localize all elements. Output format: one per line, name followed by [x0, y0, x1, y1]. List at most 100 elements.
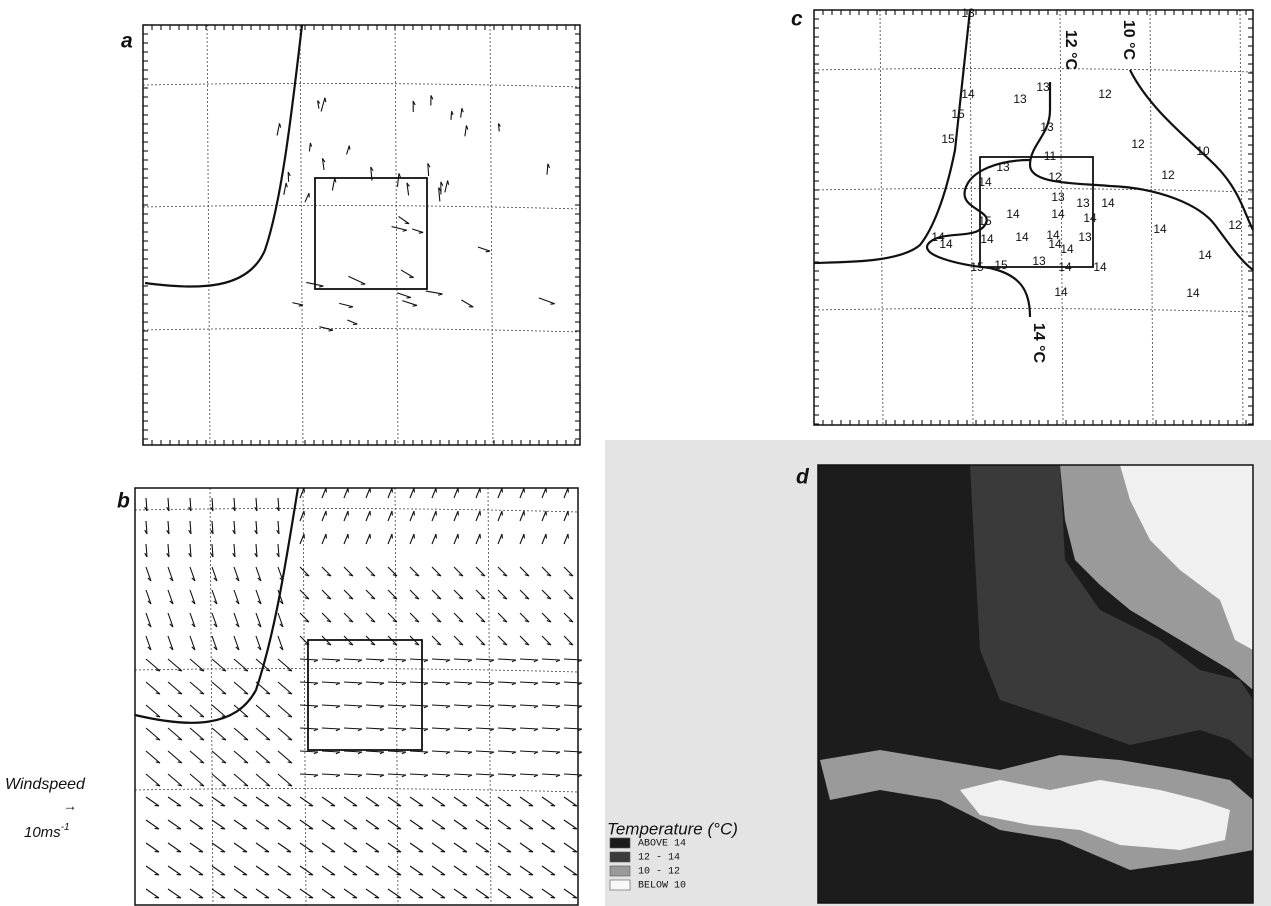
wind-arrow	[146, 889, 159, 898]
grid-line	[490, 25, 493, 445]
wind-arrow	[234, 636, 239, 650]
wind-arrow	[476, 613, 485, 622]
wind-arrow	[520, 511, 524, 521]
wind-arrow	[234, 728, 248, 740]
wind-arrow	[366, 820, 379, 829]
panel-label: c	[791, 8, 803, 31]
wind-arrow	[322, 590, 331, 599]
wind-arrow	[498, 488, 502, 498]
wind-arrow	[432, 488, 436, 498]
wind-arrow	[564, 488, 568, 498]
wind-arrow	[366, 659, 384, 662]
wind-arrow	[344, 659, 362, 662]
wind-arrow	[305, 193, 309, 202]
wind-arrow	[476, 705, 494, 708]
wind-arrow	[168, 820, 181, 829]
wind-arrow	[388, 659, 406, 662]
wind-arrow	[319, 327, 333, 331]
legend-unit: 10ms-1	[24, 822, 70, 841]
contour-value: 13	[1013, 92, 1027, 106]
wind-arrow	[454, 705, 472, 708]
wind-arrow	[388, 843, 401, 852]
contour-value: 14	[1058, 260, 1072, 274]
wind-arrow	[344, 751, 362, 754]
grid-line	[880, 10, 883, 425]
wind-arrow	[476, 682, 494, 685]
wind-arrow	[432, 705, 450, 708]
wind-arrow	[564, 866, 577, 875]
wind-arrow	[454, 511, 458, 521]
contour-label: 10 °C	[1120, 20, 1137, 61]
wind-arrow	[476, 534, 480, 544]
wind-arrow	[168, 774, 182, 786]
wind-arrow	[212, 843, 225, 852]
wind-arrow	[255, 498, 257, 511]
wind-arrow	[431, 95, 433, 105]
wind-arrow	[498, 613, 507, 622]
legend-swatch	[610, 880, 630, 890]
contour-label: 12 °C	[1062, 30, 1079, 71]
wind-arrow	[476, 820, 489, 829]
legend-title: Windspeed	[5, 776, 86, 793]
wind-arrow	[366, 728, 384, 731]
isotherm	[135, 488, 298, 723]
wind-arrow	[146, 705, 160, 717]
wind-arrow	[146, 567, 151, 581]
wind-arrow	[476, 728, 494, 731]
contour-value: 14	[978, 175, 992, 189]
wind-arrow	[410, 728, 428, 731]
wind-arrow	[542, 534, 546, 544]
wind-arrow	[432, 659, 450, 662]
wind-arrow	[168, 751, 182, 763]
wind-arrow	[498, 866, 511, 875]
wind-arrow	[234, 820, 247, 829]
wind-arrow	[168, 843, 181, 852]
wind-arrow	[344, 682, 362, 685]
wind-arrow	[454, 567, 463, 576]
wind-arrow	[234, 590, 239, 604]
wind-arrow	[410, 751, 428, 754]
wind-arrow	[542, 511, 546, 521]
wind-arrow	[441, 182, 443, 195]
wind-arrow	[234, 751, 248, 763]
wind-arrow	[498, 820, 511, 829]
wind-arrow	[145, 498, 147, 511]
wind-arrow	[278, 774, 292, 786]
wind-arrow	[146, 613, 151, 627]
wind-arrow	[277, 498, 279, 511]
wind-arrow	[454, 866, 467, 875]
wind-arrow	[476, 866, 489, 875]
wind-arrow	[461, 300, 473, 307]
wind-arrow	[564, 751, 582, 754]
wind-arrow	[322, 511, 326, 521]
wind-arrow	[300, 534, 304, 544]
wind-arrow	[256, 636, 261, 650]
wind-arrow	[146, 728, 160, 740]
contour-value: 13	[1076, 196, 1090, 210]
wind-arrow	[168, 866, 181, 875]
wind-arrow	[410, 488, 414, 498]
wind-arrow	[564, 728, 582, 731]
grid-line	[135, 508, 578, 512]
wind-arrow	[332, 178, 336, 190]
wind-arrow	[190, 751, 204, 763]
wind-arrow	[451, 111, 453, 120]
wind-arrow	[278, 705, 292, 717]
wind-arrow	[344, 843, 357, 852]
wind-arrow	[454, 751, 472, 754]
wind-arrow	[339, 303, 353, 307]
wind-arrow	[432, 613, 441, 622]
contour-value: 14	[1006, 207, 1020, 221]
wind-arrow	[454, 636, 463, 645]
wind-arrow	[542, 636, 551, 645]
grid-line	[814, 308, 1253, 312]
wind-arrow	[278, 843, 291, 852]
contour-value: 14	[1083, 211, 1097, 225]
wind-arrow	[322, 534, 326, 544]
wind-arrow	[212, 797, 225, 806]
legend-item: BELOW 10	[638, 881, 686, 892]
legend-item: 12 - 14	[638, 853, 680, 864]
wind-arrow	[300, 774, 318, 777]
wind-arrow	[322, 728, 340, 731]
wind-arrow	[366, 866, 379, 875]
